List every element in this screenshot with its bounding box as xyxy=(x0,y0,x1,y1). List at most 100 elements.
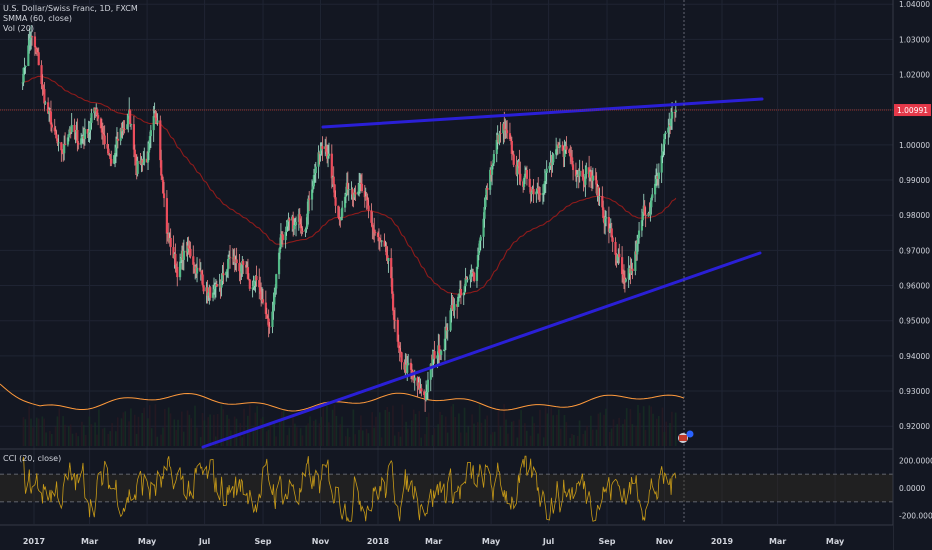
candle-body xyxy=(307,198,310,214)
candle-body xyxy=(233,256,236,262)
volume-bar xyxy=(331,409,334,446)
volume-bar xyxy=(629,409,632,446)
candle-body xyxy=(29,38,32,41)
candle-body xyxy=(312,174,316,187)
candle-body xyxy=(333,184,336,198)
volume-bar xyxy=(426,417,428,446)
candle-body xyxy=(589,171,593,178)
candle-body xyxy=(273,293,276,305)
candle-body xyxy=(76,129,79,143)
candle-body xyxy=(491,163,495,166)
candle-body xyxy=(537,188,540,190)
candle-body xyxy=(649,207,652,216)
candle-body xyxy=(495,139,498,155)
time-axis[interactable]: 2017 Mar May Jul Sep Nov 2018 Mar May Jul Sep Nov 20… xyxy=(0,524,893,550)
volume-bar xyxy=(427,412,430,446)
candle-body xyxy=(119,128,122,141)
candle-body xyxy=(429,364,432,380)
volume-bar xyxy=(49,430,51,446)
candle-body xyxy=(293,225,296,230)
candle-body xyxy=(110,159,113,164)
volume-bar xyxy=(520,410,522,446)
candle-body xyxy=(213,285,217,290)
candle-body xyxy=(220,280,223,288)
symbol-legend[interactable]: U.S. Dollar/Swiss Franc, 1D, FXCM xyxy=(3,4,138,13)
volume-bar xyxy=(328,422,330,446)
candle-body xyxy=(160,160,163,176)
volume-bar xyxy=(54,426,57,446)
candle-body xyxy=(503,123,506,131)
candle-body xyxy=(360,183,364,192)
candle-body xyxy=(106,144,109,149)
candle-body xyxy=(225,271,228,276)
volume-bar xyxy=(280,411,283,446)
volume-bar xyxy=(503,404,505,446)
candle-body xyxy=(641,212,644,221)
candle-body xyxy=(443,338,447,351)
candle-body xyxy=(400,352,403,363)
candle-body xyxy=(478,240,481,252)
candle-body xyxy=(113,155,116,164)
candle-body xyxy=(174,253,177,265)
volume-bar xyxy=(235,418,238,446)
candle-body xyxy=(198,267,201,271)
volume-bar xyxy=(88,416,91,446)
volume-bar xyxy=(476,422,479,446)
volume-bar xyxy=(582,433,585,446)
smma-legend[interactable]: SMMA (60, close) xyxy=(3,14,73,23)
candle-body xyxy=(35,48,38,53)
volume-bar xyxy=(546,413,549,446)
candle-body xyxy=(326,155,330,159)
volume-bar xyxy=(98,409,100,446)
cci-legend[interactable]: CCI (20, close) xyxy=(3,454,62,463)
candle-body xyxy=(88,130,91,133)
volume-bar xyxy=(565,422,568,446)
candle-body xyxy=(73,124,76,132)
last-price-badge xyxy=(894,104,931,117)
candle-body xyxy=(627,268,630,280)
candle-body xyxy=(543,181,546,185)
resistance-trendline[interactable] xyxy=(321,97,764,129)
candle-body xyxy=(187,245,190,249)
volume-bar xyxy=(164,408,166,446)
candle-body xyxy=(571,164,575,170)
volume-bar xyxy=(43,418,46,446)
volume-bar xyxy=(573,434,575,446)
candle-body xyxy=(552,154,555,163)
candle-body xyxy=(221,273,224,281)
volume-bar xyxy=(458,413,460,446)
candle-body xyxy=(142,162,145,165)
volume-bar xyxy=(537,433,539,446)
candle-body xyxy=(556,144,560,146)
candle-body xyxy=(431,359,434,366)
candle-body xyxy=(594,175,597,181)
volume-legend[interactable]: Vol (20) xyxy=(3,24,34,33)
candle-body xyxy=(545,168,548,173)
candle-body xyxy=(670,112,674,119)
volume-bar xyxy=(288,427,291,446)
candle-body xyxy=(227,256,231,260)
volume-bar xyxy=(345,436,347,446)
volume-bar xyxy=(644,429,647,446)
candle-body xyxy=(365,196,368,200)
volume-bar xyxy=(386,407,389,446)
volume-bar xyxy=(135,433,138,446)
volume-bar xyxy=(122,412,125,446)
volume-bar xyxy=(58,408,61,446)
volume-bar xyxy=(209,414,211,446)
candle-body xyxy=(102,134,105,136)
candle-body xyxy=(391,293,395,311)
candle-body xyxy=(551,162,554,166)
candle-body xyxy=(31,36,34,38)
candle-body xyxy=(544,172,547,182)
volume-bar xyxy=(665,421,668,446)
support-trendline[interactable] xyxy=(201,251,762,449)
candle-body xyxy=(509,139,512,142)
candle-body xyxy=(459,288,463,296)
candle-body xyxy=(56,138,59,144)
price-axis[interactable]: 1.040001.030001.020001.010001.000000.990… xyxy=(892,0,932,550)
volume-bar xyxy=(213,414,215,446)
volume-bar xyxy=(143,407,145,446)
candle-body xyxy=(176,266,179,278)
